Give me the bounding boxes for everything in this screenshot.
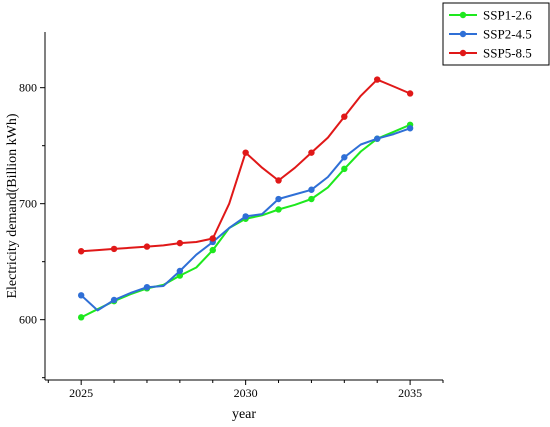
series-ssp5-8-5 (77, 76, 414, 255)
legend-label: SSP2-4.5 (483, 27, 532, 42)
data-point (77, 314, 85, 321)
y-tick-label: 700 (19, 197, 37, 211)
data-point (209, 246, 216, 254)
data-point (242, 149, 249, 156)
data-point (308, 149, 315, 156)
y-axis-ticks: 600 700 800 (19, 81, 45, 379)
data-point (176, 239, 184, 247)
legend-swatch-marker (459, 49, 467, 57)
data-point (341, 113, 348, 120)
legend-label: SSP5-8.5 (483, 46, 532, 61)
x-tick-label: 2030 (234, 386, 258, 400)
data-point (77, 292, 85, 299)
data-point (209, 235, 216, 242)
data-point (374, 76, 381, 83)
x-tick-label: 2035 (398, 386, 422, 400)
legend-label: SSP1-2.6 (483, 8, 532, 23)
data-point (341, 165, 348, 173)
y-axis-title: Electricity demand(Billion kWh) (5, 113, 20, 298)
x-axis-ticks: 2025 2030 2035 (47, 380, 444, 400)
data-point (275, 177, 282, 184)
legend-swatch-marker (459, 11, 467, 19)
series-layer (77, 76, 414, 321)
legend-item: SSP1-2.6 (449, 8, 532, 23)
legend-item: SSP5-8.5 (449, 46, 532, 61)
legend-swatch-marker (459, 30, 467, 38)
series-ssp2-4-5 (77, 125, 414, 312)
data-point (275, 206, 282, 213)
series-line (81, 78, 411, 253)
data-point (176, 272, 184, 279)
data-point (308, 195, 315, 203)
data-point (110, 245, 118, 253)
data-point (406, 125, 414, 132)
x-axis-title: year (232, 407, 256, 422)
data-point (77, 248, 85, 255)
y-tick-label: 800 (19, 81, 37, 95)
data-point (341, 154, 348, 161)
y-tick-label: 600 (19, 313, 37, 327)
legend-item: SSP2-4.5 (449, 27, 532, 42)
data-point (110, 296, 118, 304)
data-point (406, 90, 414, 97)
data-point (374, 135, 381, 142)
data-point (176, 267, 184, 275)
data-point (143, 284, 151, 291)
x-tick-label: 2025 (69, 386, 93, 400)
data-point (143, 243, 151, 250)
plot-frame (44, 32, 443, 381)
data-point (275, 195, 282, 203)
legend: SSP1-2.6 SSP2-4.5 SSP5-8.5 (442, 2, 550, 66)
data-point (242, 213, 249, 220)
data-point (308, 186, 315, 193)
